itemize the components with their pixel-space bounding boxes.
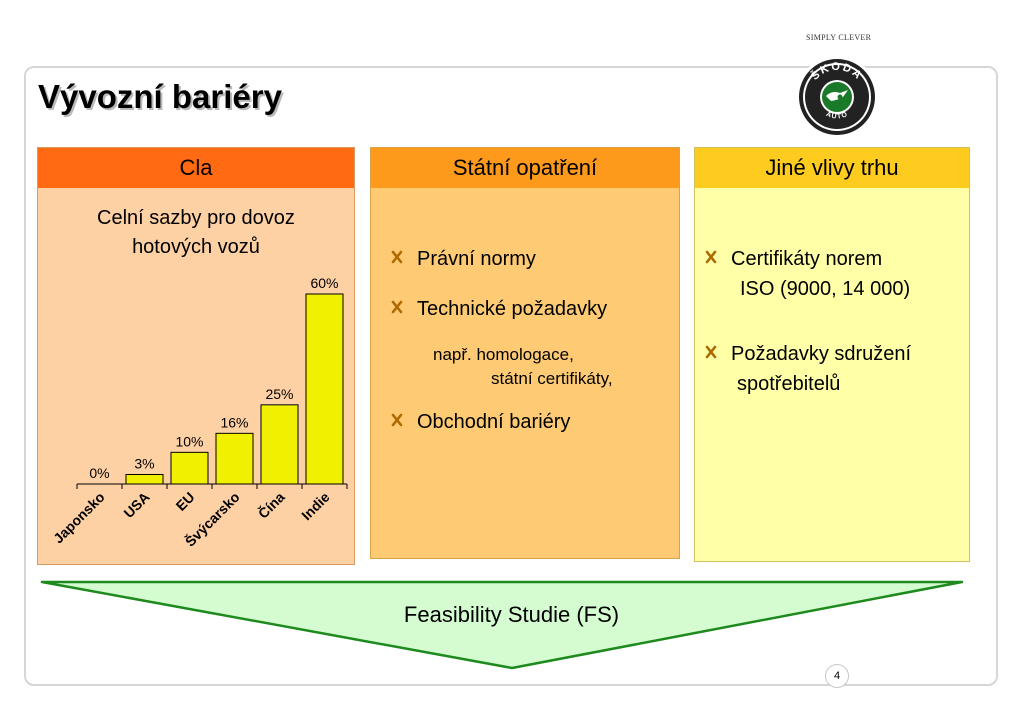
data-label: 60% — [310, 275, 338, 291]
bullet-label: Obchodní bariéry — [417, 411, 571, 433]
svg-text:AUTO: AUTO — [825, 111, 849, 121]
data-label: 10% — [175, 433, 203, 449]
bar-Indie — [305, 293, 344, 485]
data-label: 0% — [89, 465, 109, 481]
bullet-technicke-pozadavky: Technické požadavky — [391, 298, 607, 321]
data-label: 16% — [220, 414, 248, 430]
category-label: EU — [173, 489, 198, 514]
bar-Čína — [260, 404, 299, 485]
tariff-bar-chart: 0%Japonsko3%USA10%EU16%Švýcarsko25%Čína6… — [50, 275, 348, 550]
note-certifikaty: státní certifikáty, — [491, 369, 613, 388]
skoda-logo: ŠKODA AUTO — [796, 56, 878, 138]
cross-mark-icon — [705, 345, 717, 359]
category-label: Indie — [298, 489, 333, 524]
feasibility-banner-text: Feasibility Studie (FS) — [403, 602, 620, 627]
slogan-text: SIMPLY CLEVER — [806, 33, 872, 42]
bullet-label: Certifikáty norem — [731, 248, 883, 270]
category-label: Čína — [254, 488, 288, 522]
bar-USA — [125, 474, 164, 485]
cross-mark-icon — [391, 300, 403, 314]
column-jine: Jiné vlivy trhu Certifikáty norem ISO (9… — [694, 147, 970, 562]
logo-bottom-text: AUTO — [825, 111, 848, 121]
bullet-certifikaty-line2: ISO (9000, 14 000) — [740, 278, 911, 300]
bar-EU — [170, 451, 209, 485]
column-header-statni: Státní opatření — [371, 148, 679, 188]
bullet-label: Požadavky sdružení — [731, 343, 912, 365]
slide-title: Vývozní bariéry — [38, 78, 282, 115]
cross-mark-icon — [391, 250, 403, 264]
category-label: USA — [120, 489, 152, 521]
bullet-label: Právní normy — [417, 248, 536, 270]
column-statni: Státní opatření Právní normy Technické p… — [370, 147, 680, 559]
chart-title-line1: Celní sazby pro dovoz — [97, 207, 295, 229]
column-header-cla: Cla — [38, 148, 354, 188]
bullet-pravni-normy: Právní normy — [391, 248, 536, 271]
note-homologace: např. homologace, — [433, 345, 574, 364]
bar-Švýcarsko — [215, 432, 254, 485]
cross-mark-icon — [391, 413, 403, 427]
chart-title-line2: hotových vozů — [132, 236, 260, 258]
bullet-pozadavky-sdruzeni: Požadavky sdružení — [705, 343, 911, 366]
chart-title: Celní sazby pro dovoz hotových vozů — [38, 204, 354, 262]
category-label: Japonsko — [50, 489, 108, 547]
data-label: 25% — [265, 386, 293, 402]
column-cla: Cla Celní sazby pro dovoz hotových vozů … — [37, 147, 355, 565]
data-label: 3% — [134, 456, 154, 472]
bullet-label: Technické požadavky — [417, 298, 608, 320]
page-number: 4 — [825, 664, 849, 688]
bullet-certifikaty: Certifikáty norem — [705, 248, 882, 271]
bullet-obchodni-bariery: Obchodní bariéry — [391, 411, 570, 434]
bullet-pozadavky-line2: spotřebitelů — [737, 373, 841, 395]
column-header-jine: Jiné vlivy trhu — [695, 148, 969, 188]
cross-mark-icon — [705, 250, 717, 264]
